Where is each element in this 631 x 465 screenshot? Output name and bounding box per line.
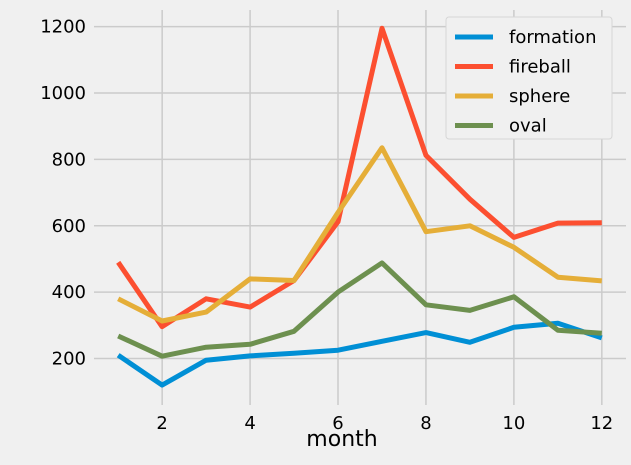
y-tick-label: 200 — [52, 349, 86, 370]
legend-label-fireball: fireball — [509, 57, 571, 78]
y-tick-label: 800 — [52, 149, 86, 170]
series-line-sphere — [117, 145, 603, 324]
x-tick-label: 2 — [156, 413, 167, 434]
legend-label-oval: oval — [509, 116, 547, 137]
series-line-oval — [117, 260, 602, 359]
legend-box — [445, 16, 613, 140]
x-tick-label: 10 — [502, 413, 525, 434]
x-axis-label: month — [306, 427, 377, 452]
series-line-formation — [116, 320, 603, 388]
x-tick-label: 8 — [420, 413, 431, 434]
y-tick-label: 600 — [52, 216, 86, 237]
legend-label-sphere: sphere — [509, 86, 570, 107]
legend-label-formation: formation — [509, 27, 596, 48]
tick-labels: 2 4 6 8 10 12 200 400 600 800 1000 1200 — [40, 17, 613, 434]
y-tick-label: 1200 — [40, 17, 86, 38]
y-tick-label: 1000 — [40, 83, 86, 104]
legend: formation fireball sphere oval — [445, 16, 613, 140]
series-line-fireball — [116, 25, 602, 330]
x-tick-label: 6 — [332, 413, 343, 434]
x-tick-label: 4 — [244, 413, 255, 434]
x-tick-label: 12 — [590, 413, 613, 434]
series — [116, 25, 603, 388]
y-tick-label: 400 — [52, 282, 86, 303]
